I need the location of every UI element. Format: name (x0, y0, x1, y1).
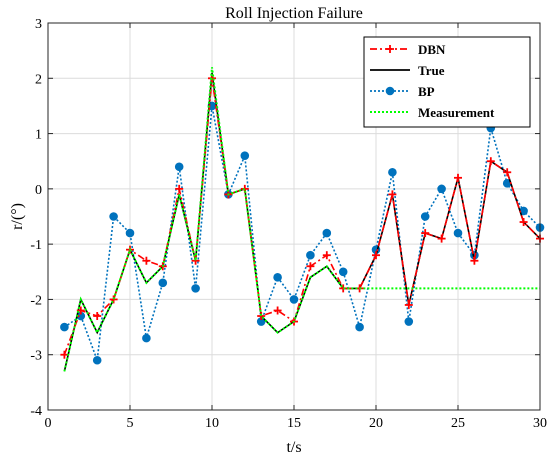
point-dbn (257, 312, 266, 321)
legend-item-dbn: DBN (370, 42, 446, 57)
x-tick-label: 15 (287, 416, 301, 431)
point-dbn (60, 350, 69, 359)
series-line-dbn (63, 78, 541, 355)
legend-item-true: True (370, 63, 445, 78)
legend-box (363, 36, 531, 128)
point-bp (404, 317, 414, 326)
point-bp (437, 184, 446, 194)
legend-label-dbn: DBN (418, 42, 446, 57)
point-dbn (470, 256, 479, 265)
x-tick-label: 5 (127, 416, 134, 431)
point-dbn (421, 229, 430, 238)
point-dbn (142, 256, 151, 265)
y-tick-label: 3 (35, 17, 42, 32)
point-dbn (519, 218, 528, 227)
point-dbn (109, 295, 118, 304)
x-tick-label: 10 (205, 416, 219, 431)
chart-title: Roll Injection Failure (225, 5, 363, 22)
tick-labels: 0 5 10 15 20 25 30 -4 -3 -2 -1 0 1 2 3 (30, 17, 547, 431)
legend: DBN True BP Measurement (363, 36, 531, 128)
series-line-bp (63, 105, 541, 361)
point-bp (125, 228, 135, 238)
x-tick-label: 25 (451, 416, 465, 431)
point-bp (109, 212, 118, 221)
series-measurement (63, 67, 540, 372)
point-dbn (306, 262, 315, 271)
y-tick-label: 1 (35, 128, 42, 143)
legend-marker-bp (385, 86, 395, 96)
legend-label-measurement: Measurement (418, 105, 495, 120)
point-dbn (322, 251, 331, 260)
point-bp (158, 278, 168, 288)
point-dbn (93, 312, 102, 321)
series-layer (60, 67, 545, 372)
point-bp (191, 284, 200, 293)
point-bp (142, 333, 151, 343)
point-bp (92, 355, 102, 365)
y-tick-label: 0 (35, 183, 42, 198)
point-bp (306, 250, 315, 260)
series-bp (60, 101, 545, 365)
y-tick-label: -2 (30, 293, 42, 308)
point-dbn (175, 184, 184, 193)
point-dbn (273, 306, 282, 315)
point-dbn (76, 306, 85, 315)
series-line-measurement (63, 67, 540, 372)
point-dbn (454, 173, 462, 182)
point-bp (420, 212, 430, 221)
point-dbn (372, 251, 380, 260)
point-bp (289, 295, 299, 304)
point-bp (60, 322, 69, 332)
y-tick-label: -4 (30, 404, 42, 419)
point-bp (338, 267, 348, 277)
legend-item-measurement: Measurement (370, 105, 495, 120)
point-bp (240, 151, 250, 160)
point-dbn (339, 284, 348, 293)
point-dbn (388, 190, 397, 199)
y-tick-label: -1 (30, 238, 42, 253)
point-bp (322, 228, 332, 238)
x-tick-label: 30 (533, 416, 547, 431)
legend-label-true: True (418, 63, 445, 78)
y-tick-label: 2 (35, 72, 42, 87)
legend-marker-dbn (386, 45, 394, 53)
point-dbn (404, 300, 413, 309)
point-bp (388, 167, 397, 177)
point-dbn (486, 157, 495, 166)
x-axis-label: t/s (286, 439, 301, 456)
y-axis-label: r/(°) (9, 203, 26, 230)
point-bp (355, 322, 364, 332)
point-dbn (503, 168, 512, 177)
x-tick-label: 20 (369, 416, 383, 431)
point-dbn (437, 234, 446, 243)
point-bp (174, 162, 184, 172)
point-bp (273, 273, 282, 282)
y-tick-label: -3 (30, 349, 42, 364)
legend-label-bp: BP (418, 84, 435, 99)
legend-item-bp: BP (370, 84, 435, 99)
point-bp (453, 228, 463, 238)
x-tick-label: 0 (45, 416, 52, 431)
